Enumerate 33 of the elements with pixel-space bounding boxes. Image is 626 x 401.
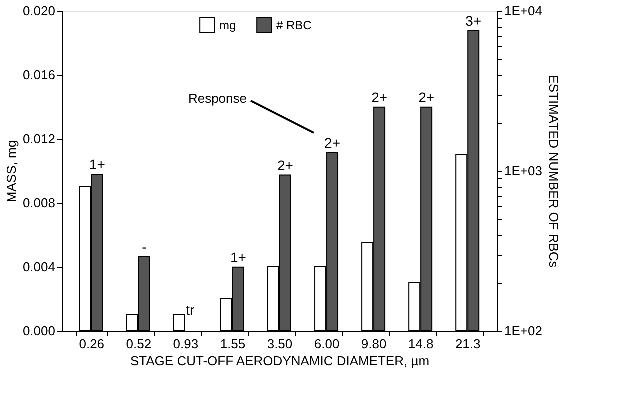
- x-tick-label: 0.93: [173, 336, 199, 352]
- annotation: Response: [188, 91, 247, 106]
- x-axis-title: STAGE CUT-OFF AERODYNAMIC DIAMETER, µm: [130, 354, 430, 368]
- y-tick-label: 0.012: [22, 132, 56, 146]
- legend-label: # RBC: [276, 18, 312, 32]
- data-label: 2+: [418, 89, 435, 106]
- legend-label: mg: [220, 18, 236, 32]
- data-label: 2+: [324, 134, 341, 151]
- data-label: 2+: [372, 89, 388, 106]
- y2-tick-label: 1E+04: [504, 4, 542, 18]
- data-label: -: [142, 239, 148, 256]
- y-tick-label: 0.016: [22, 68, 56, 82]
- x-tick-label: 6.00: [314, 336, 340, 352]
- data-label: 1+: [230, 249, 246, 266]
- y-tick-label: 0.008: [22, 196, 56, 210]
- data-label: tr: [186, 302, 196, 318]
- x-tick-label: 1.55: [220, 336, 246, 352]
- y-tick-label: 0.000: [22, 324, 56, 338]
- y-tick-label: 0.004: [22, 260, 56, 274]
- y-axis-title: MASS, mg: [4, 140, 19, 203]
- x-tick-label: 14.8: [408, 336, 434, 352]
- x-tick-label: 3.50: [267, 336, 293, 352]
- y-tick-label: 0.020: [22, 4, 56, 18]
- data-label: 1+: [89, 156, 106, 173]
- data-label: 3+: [466, 12, 482, 29]
- y2-tick-label: 1E+03: [504, 164, 542, 178]
- x-tick-label: 0.52: [126, 336, 152, 352]
- x-tick-label: 0.26: [79, 336, 105, 352]
- x-tick-label: 21.3: [455, 336, 481, 352]
- data-label: 2+: [278, 157, 294, 174]
- y2-axis-title: ESTIMATED NUMBER OF RBCs: [546, 75, 562, 268]
- y2-tick-label: 1E+02: [504, 324, 542, 338]
- x-tick-label: 9.80: [361, 336, 387, 352]
